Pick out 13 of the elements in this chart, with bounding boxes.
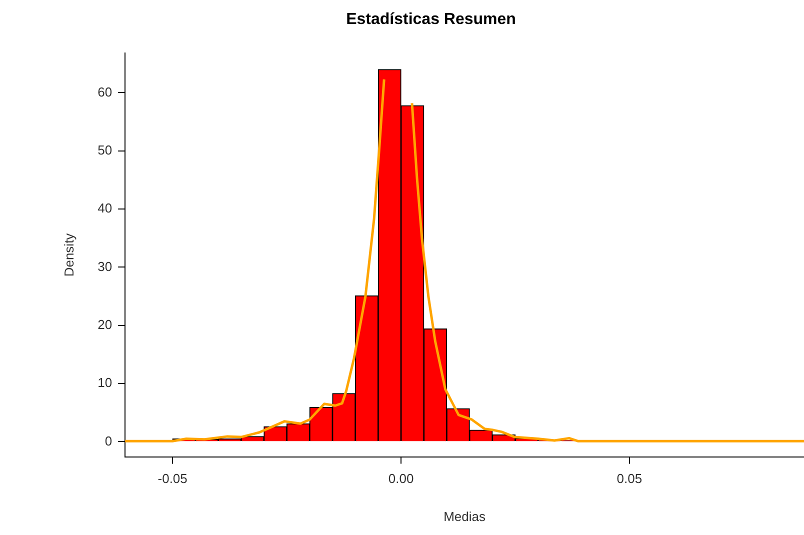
x-tick-label: -0.05	[158, 471, 188, 486]
y-tick-label: 30	[98, 258, 112, 274]
y-tick-label: 60	[98, 84, 112, 100]
y-tick-label: 40	[98, 200, 112, 216]
y-axis-title: Density	[61, 232, 76, 277]
y-tick-label: 10	[98, 375, 112, 390]
x-axis-title: Medias	[444, 508, 486, 524]
y-tick-label: 0	[104, 433, 112, 448]
x-tick-label: 0.00	[388, 471, 414, 486]
x-tick-label: 0.05	[616, 471, 642, 486]
y-tick-label: 20	[98, 316, 112, 332]
chart-title: Estadísticas Resumen	[346, 11, 516, 28]
y-tick-label: 50	[98, 142, 112, 158]
